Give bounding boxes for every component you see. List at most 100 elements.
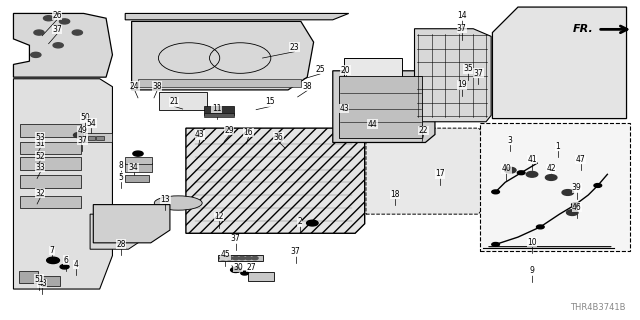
Text: 18: 18 xyxy=(390,190,400,199)
Bar xyxy=(97,136,104,140)
Text: 12: 12 xyxy=(214,212,224,221)
Text: 14: 14 xyxy=(457,12,467,20)
Circle shape xyxy=(241,271,248,275)
Polygon shape xyxy=(93,204,170,243)
Text: 43: 43 xyxy=(339,104,349,113)
Text: 41: 41 xyxy=(527,155,537,164)
Bar xyxy=(248,271,274,281)
Text: 37: 37 xyxy=(52,25,62,34)
Circle shape xyxy=(53,43,63,48)
Text: 28: 28 xyxy=(116,240,125,249)
Text: 6: 6 xyxy=(63,255,68,265)
Circle shape xyxy=(252,257,258,260)
Bar xyxy=(20,124,81,137)
Text: 42: 42 xyxy=(547,164,556,173)
Bar xyxy=(19,270,38,283)
Text: 27: 27 xyxy=(246,263,256,272)
Bar xyxy=(20,157,81,170)
Text: 54: 54 xyxy=(86,118,96,127)
Polygon shape xyxy=(333,71,435,142)
Text: 37: 37 xyxy=(231,235,241,244)
Circle shape xyxy=(517,171,525,175)
Text: 33: 33 xyxy=(35,163,45,172)
Text: 44: 44 xyxy=(367,120,377,129)
Text: 9: 9 xyxy=(529,266,534,275)
Circle shape xyxy=(492,243,499,246)
Circle shape xyxy=(226,257,232,260)
Text: 20: 20 xyxy=(340,66,350,75)
Text: 38: 38 xyxy=(152,82,162,91)
Text: 40: 40 xyxy=(502,164,511,173)
Circle shape xyxy=(220,257,226,260)
Bar xyxy=(125,175,150,182)
Text: 3: 3 xyxy=(508,136,513,145)
Polygon shape xyxy=(90,214,148,249)
Text: 10: 10 xyxy=(527,238,537,247)
Text: 37: 37 xyxy=(291,247,301,256)
Text: 34: 34 xyxy=(129,163,138,172)
Text: FR.: FR. xyxy=(573,24,593,34)
Circle shape xyxy=(34,30,44,35)
Bar xyxy=(20,175,81,188)
Circle shape xyxy=(566,210,578,215)
Circle shape xyxy=(526,172,538,177)
Bar xyxy=(42,276,60,286)
Circle shape xyxy=(72,30,83,35)
Polygon shape xyxy=(125,13,349,20)
Polygon shape xyxy=(132,21,314,90)
Circle shape xyxy=(536,225,544,229)
Circle shape xyxy=(133,151,143,156)
Circle shape xyxy=(31,52,41,57)
Bar xyxy=(339,76,422,138)
Circle shape xyxy=(74,132,84,138)
Circle shape xyxy=(504,167,516,173)
Text: 43: 43 xyxy=(195,130,205,139)
Text: 35: 35 xyxy=(463,64,473,73)
Circle shape xyxy=(60,19,70,24)
Text: 38: 38 xyxy=(303,82,312,91)
Text: 13: 13 xyxy=(161,195,170,204)
Circle shape xyxy=(572,203,579,206)
Bar xyxy=(218,255,262,261)
Bar xyxy=(125,163,152,172)
Circle shape xyxy=(47,257,60,264)
Text: 31: 31 xyxy=(35,139,45,148)
Text: 29: 29 xyxy=(225,126,234,135)
Bar xyxy=(159,92,207,110)
Text: 16: 16 xyxy=(244,128,253,137)
Ellipse shape xyxy=(154,196,202,210)
Circle shape xyxy=(307,220,318,226)
Text: 8: 8 xyxy=(118,161,123,170)
Text: 46: 46 xyxy=(572,203,582,212)
Text: 24: 24 xyxy=(130,82,140,91)
Polygon shape xyxy=(13,13,113,77)
Bar xyxy=(138,79,301,87)
Bar xyxy=(204,113,234,117)
Text: 36: 36 xyxy=(274,132,284,141)
Polygon shape xyxy=(13,79,113,289)
Bar xyxy=(20,141,81,154)
Circle shape xyxy=(60,265,69,269)
Text: 21: 21 xyxy=(170,98,179,107)
Circle shape xyxy=(492,190,499,194)
Text: THR4B3741B: THR4B3741B xyxy=(570,303,625,312)
Text: 37: 37 xyxy=(457,24,467,33)
Circle shape xyxy=(230,268,241,272)
Text: 47: 47 xyxy=(575,155,586,164)
Text: 53: 53 xyxy=(35,132,45,141)
Polygon shape xyxy=(366,128,486,214)
Bar xyxy=(88,136,95,140)
Text: 11: 11 xyxy=(212,104,221,113)
Circle shape xyxy=(594,184,602,188)
Text: 7: 7 xyxy=(49,246,54,255)
Text: 17: 17 xyxy=(435,170,445,179)
Text: 4: 4 xyxy=(74,260,79,269)
Bar xyxy=(125,157,152,164)
Text: 49: 49 xyxy=(77,126,87,135)
Circle shape xyxy=(562,190,573,196)
Text: 1: 1 xyxy=(555,142,560,151)
Polygon shape xyxy=(415,29,491,122)
Text: 15: 15 xyxy=(266,98,275,107)
Bar xyxy=(20,196,81,208)
Circle shape xyxy=(239,257,245,260)
